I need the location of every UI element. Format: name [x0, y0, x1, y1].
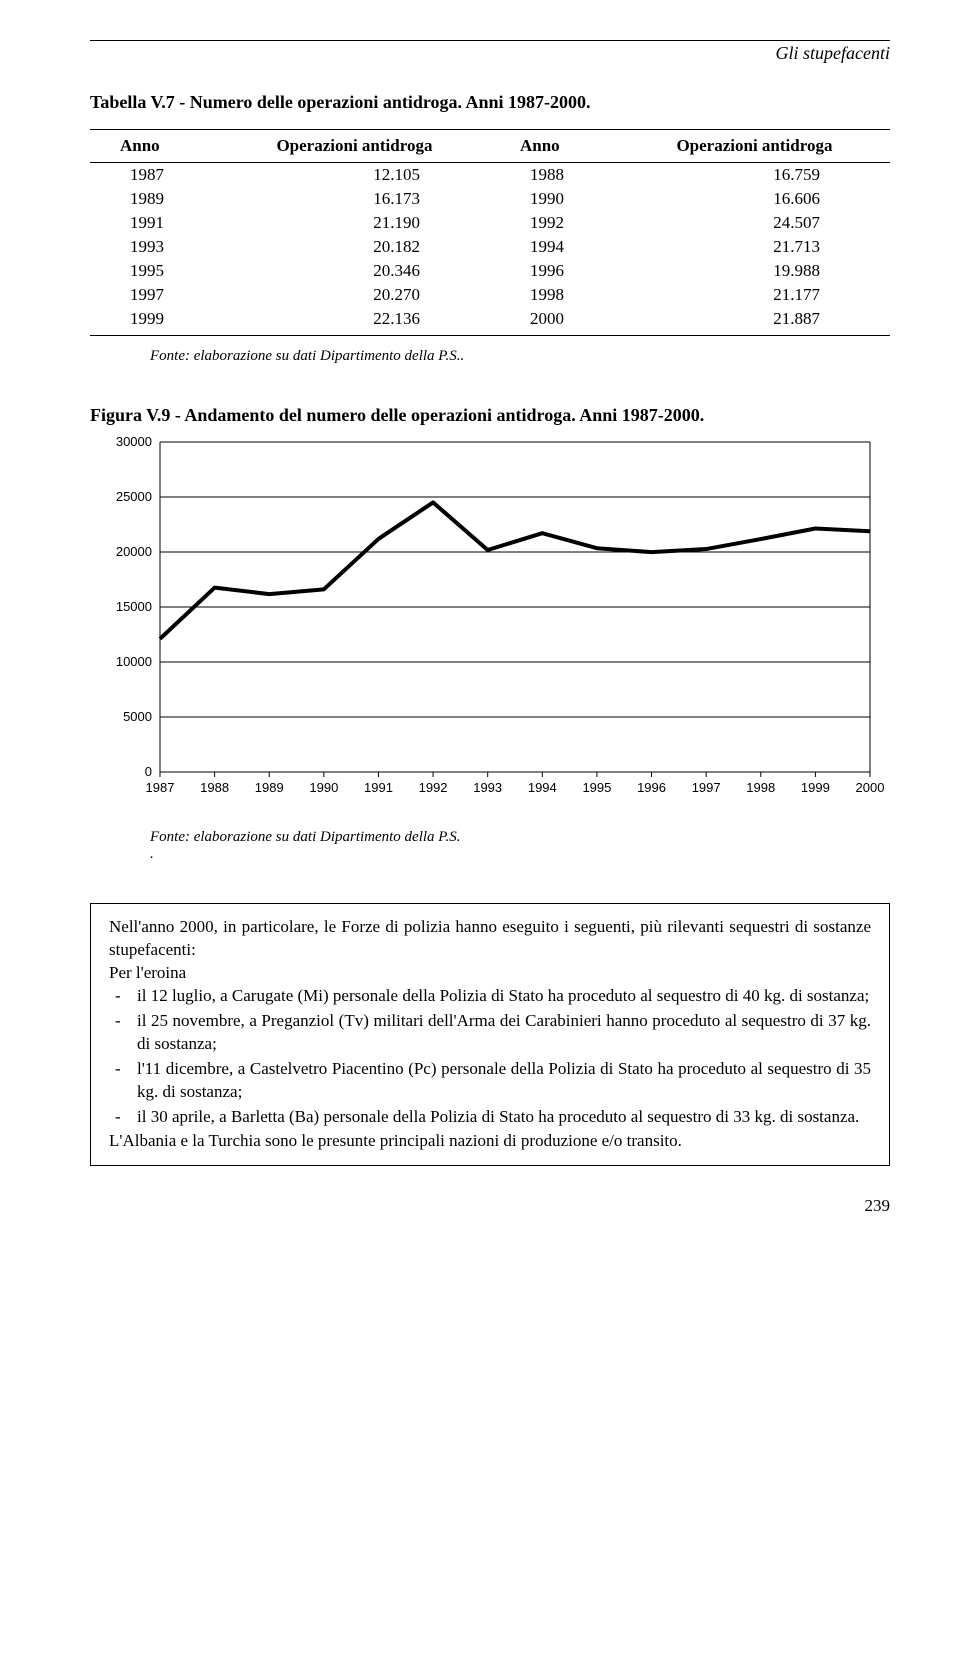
- table-cell: 1995: [90, 259, 219, 283]
- col-header: Anno: [490, 130, 619, 163]
- table-cell: 24.507: [619, 211, 890, 235]
- table-row: 199121.190199224.507: [90, 211, 890, 235]
- table-cell: 19.988: [619, 259, 890, 283]
- box-closing: L'Albania e la Turchia sono le presunte …: [109, 1130, 871, 1153]
- table-row: 199720.270199821.177: [90, 283, 890, 307]
- svg-text:30000: 30000: [116, 434, 152, 449]
- table-cell: 1991: [90, 211, 219, 235]
- table-cell: 20.182: [219, 235, 490, 259]
- table-row: 199922.136200021.887: [90, 307, 890, 336]
- highlight-box: Nell'anno 2000, in particolare, le Forze…: [90, 903, 890, 1166]
- box-per-label: Per l'eroina: [109, 962, 871, 985]
- svg-text:1993: 1993: [473, 780, 502, 795]
- box-list: il 12 luglio, a Carugate (Mi) personale …: [109, 985, 871, 1129]
- table-cell: 21.177: [619, 283, 890, 307]
- svg-text:1995: 1995: [582, 780, 611, 795]
- table-cell: 20.346: [219, 259, 490, 283]
- chart-source: Fonte: elaborazione su dati Dipartimento…: [150, 829, 890, 863]
- chart-title-prefix: Figura V.9 -: [90, 405, 184, 425]
- table-cell: 1989: [90, 187, 219, 211]
- table-cell: 1988: [490, 163, 619, 188]
- table-row: 199520.346199619.988: [90, 259, 890, 283]
- table-cell: 12.105: [219, 163, 490, 188]
- svg-text:1990: 1990: [309, 780, 338, 795]
- running-head: Gli stupefacenti: [90, 40, 890, 64]
- page-number: 239: [90, 1196, 890, 1216]
- svg-text:2000: 2000: [856, 780, 885, 795]
- table-cell: 1992: [490, 211, 619, 235]
- table-cell: 22.136: [219, 307, 490, 336]
- table-cell: 21.713: [619, 235, 890, 259]
- chart-title-bold: Andamento del numero delle operazioni an…: [184, 405, 704, 425]
- col-header: Operazioni antidroga: [219, 130, 490, 163]
- svg-text:10000: 10000: [116, 654, 152, 669]
- list-item: il 25 novembre, a Preganziol (Tv) milita…: [109, 1010, 871, 1056]
- table-cell: 16.759: [619, 163, 890, 188]
- svg-text:1987: 1987: [146, 780, 175, 795]
- table-title: Tabella V.7 - Numero delle operazioni an…: [90, 92, 890, 113]
- table-row: 198712.105198816.759: [90, 163, 890, 188]
- table-cell: 20.270: [219, 283, 490, 307]
- box-intro: Nell'anno 2000, in particolare, le Forze…: [109, 916, 871, 962]
- svg-text:1996: 1996: [637, 780, 666, 795]
- table-cell: 21.887: [619, 307, 890, 336]
- table-row: 198916.173199016.606: [90, 187, 890, 211]
- table-cell: 1998: [490, 283, 619, 307]
- svg-text:1989: 1989: [255, 780, 284, 795]
- col-header: Anno: [90, 130, 219, 163]
- svg-text:20000: 20000: [116, 544, 152, 559]
- table-cell: 2000: [490, 307, 619, 336]
- table-cell: 16.606: [619, 187, 890, 211]
- list-item: il 30 aprile, a Barletta (Ba) personale …: [109, 1106, 871, 1129]
- table-cell: 1987: [90, 163, 219, 188]
- svg-text:5000: 5000: [123, 709, 152, 724]
- svg-text:1999: 1999: [801, 780, 830, 795]
- table-cell: 1997: [90, 283, 219, 307]
- svg-text:25000: 25000: [116, 489, 152, 504]
- svg-text:1988: 1988: [200, 780, 229, 795]
- table-cell: 21.190: [219, 211, 490, 235]
- svg-text:15000: 15000: [116, 599, 152, 614]
- table-cell: 1994: [490, 235, 619, 259]
- svg-text:1998: 1998: [746, 780, 775, 795]
- table-cell: 1993: [90, 235, 219, 259]
- svg-text:1992: 1992: [419, 780, 448, 795]
- line-chart: 0 5000 10000 15000 20000 25000 30000 1987 1988 19…: [90, 432, 890, 812]
- chart-source-dot: .: [150, 846, 154, 862]
- table-source: Fonte: elaborazione su dati Dipartimento…: [150, 348, 890, 365]
- table-row: 199320.182199421.713: [90, 235, 890, 259]
- chart-title: Figura V.9 - Andamento del numero delle …: [90, 405, 890, 426]
- svg-text:0: 0: [145, 764, 152, 779]
- svg-text:1997: 1997: [692, 780, 721, 795]
- chart-source-text: Fonte: elaborazione su dati Dipartimento…: [150, 829, 461, 845]
- table-cell: 1990: [490, 187, 619, 211]
- table-cell: 1999: [90, 307, 219, 336]
- data-table: Anno Operazioni antidroga Anno Operazion…: [90, 129, 890, 336]
- list-item: l'11 dicembre, a Castelvetro Piacentino …: [109, 1058, 871, 1104]
- table-cell: 16.173: [219, 187, 490, 211]
- svg-text:1994: 1994: [528, 780, 557, 795]
- svg-text:1991: 1991: [364, 780, 393, 795]
- table-cell: 1996: [490, 259, 619, 283]
- list-item: il 12 luglio, a Carugate (Mi) personale …: [109, 985, 871, 1008]
- col-header: Operazioni antidroga: [619, 130, 890, 163]
